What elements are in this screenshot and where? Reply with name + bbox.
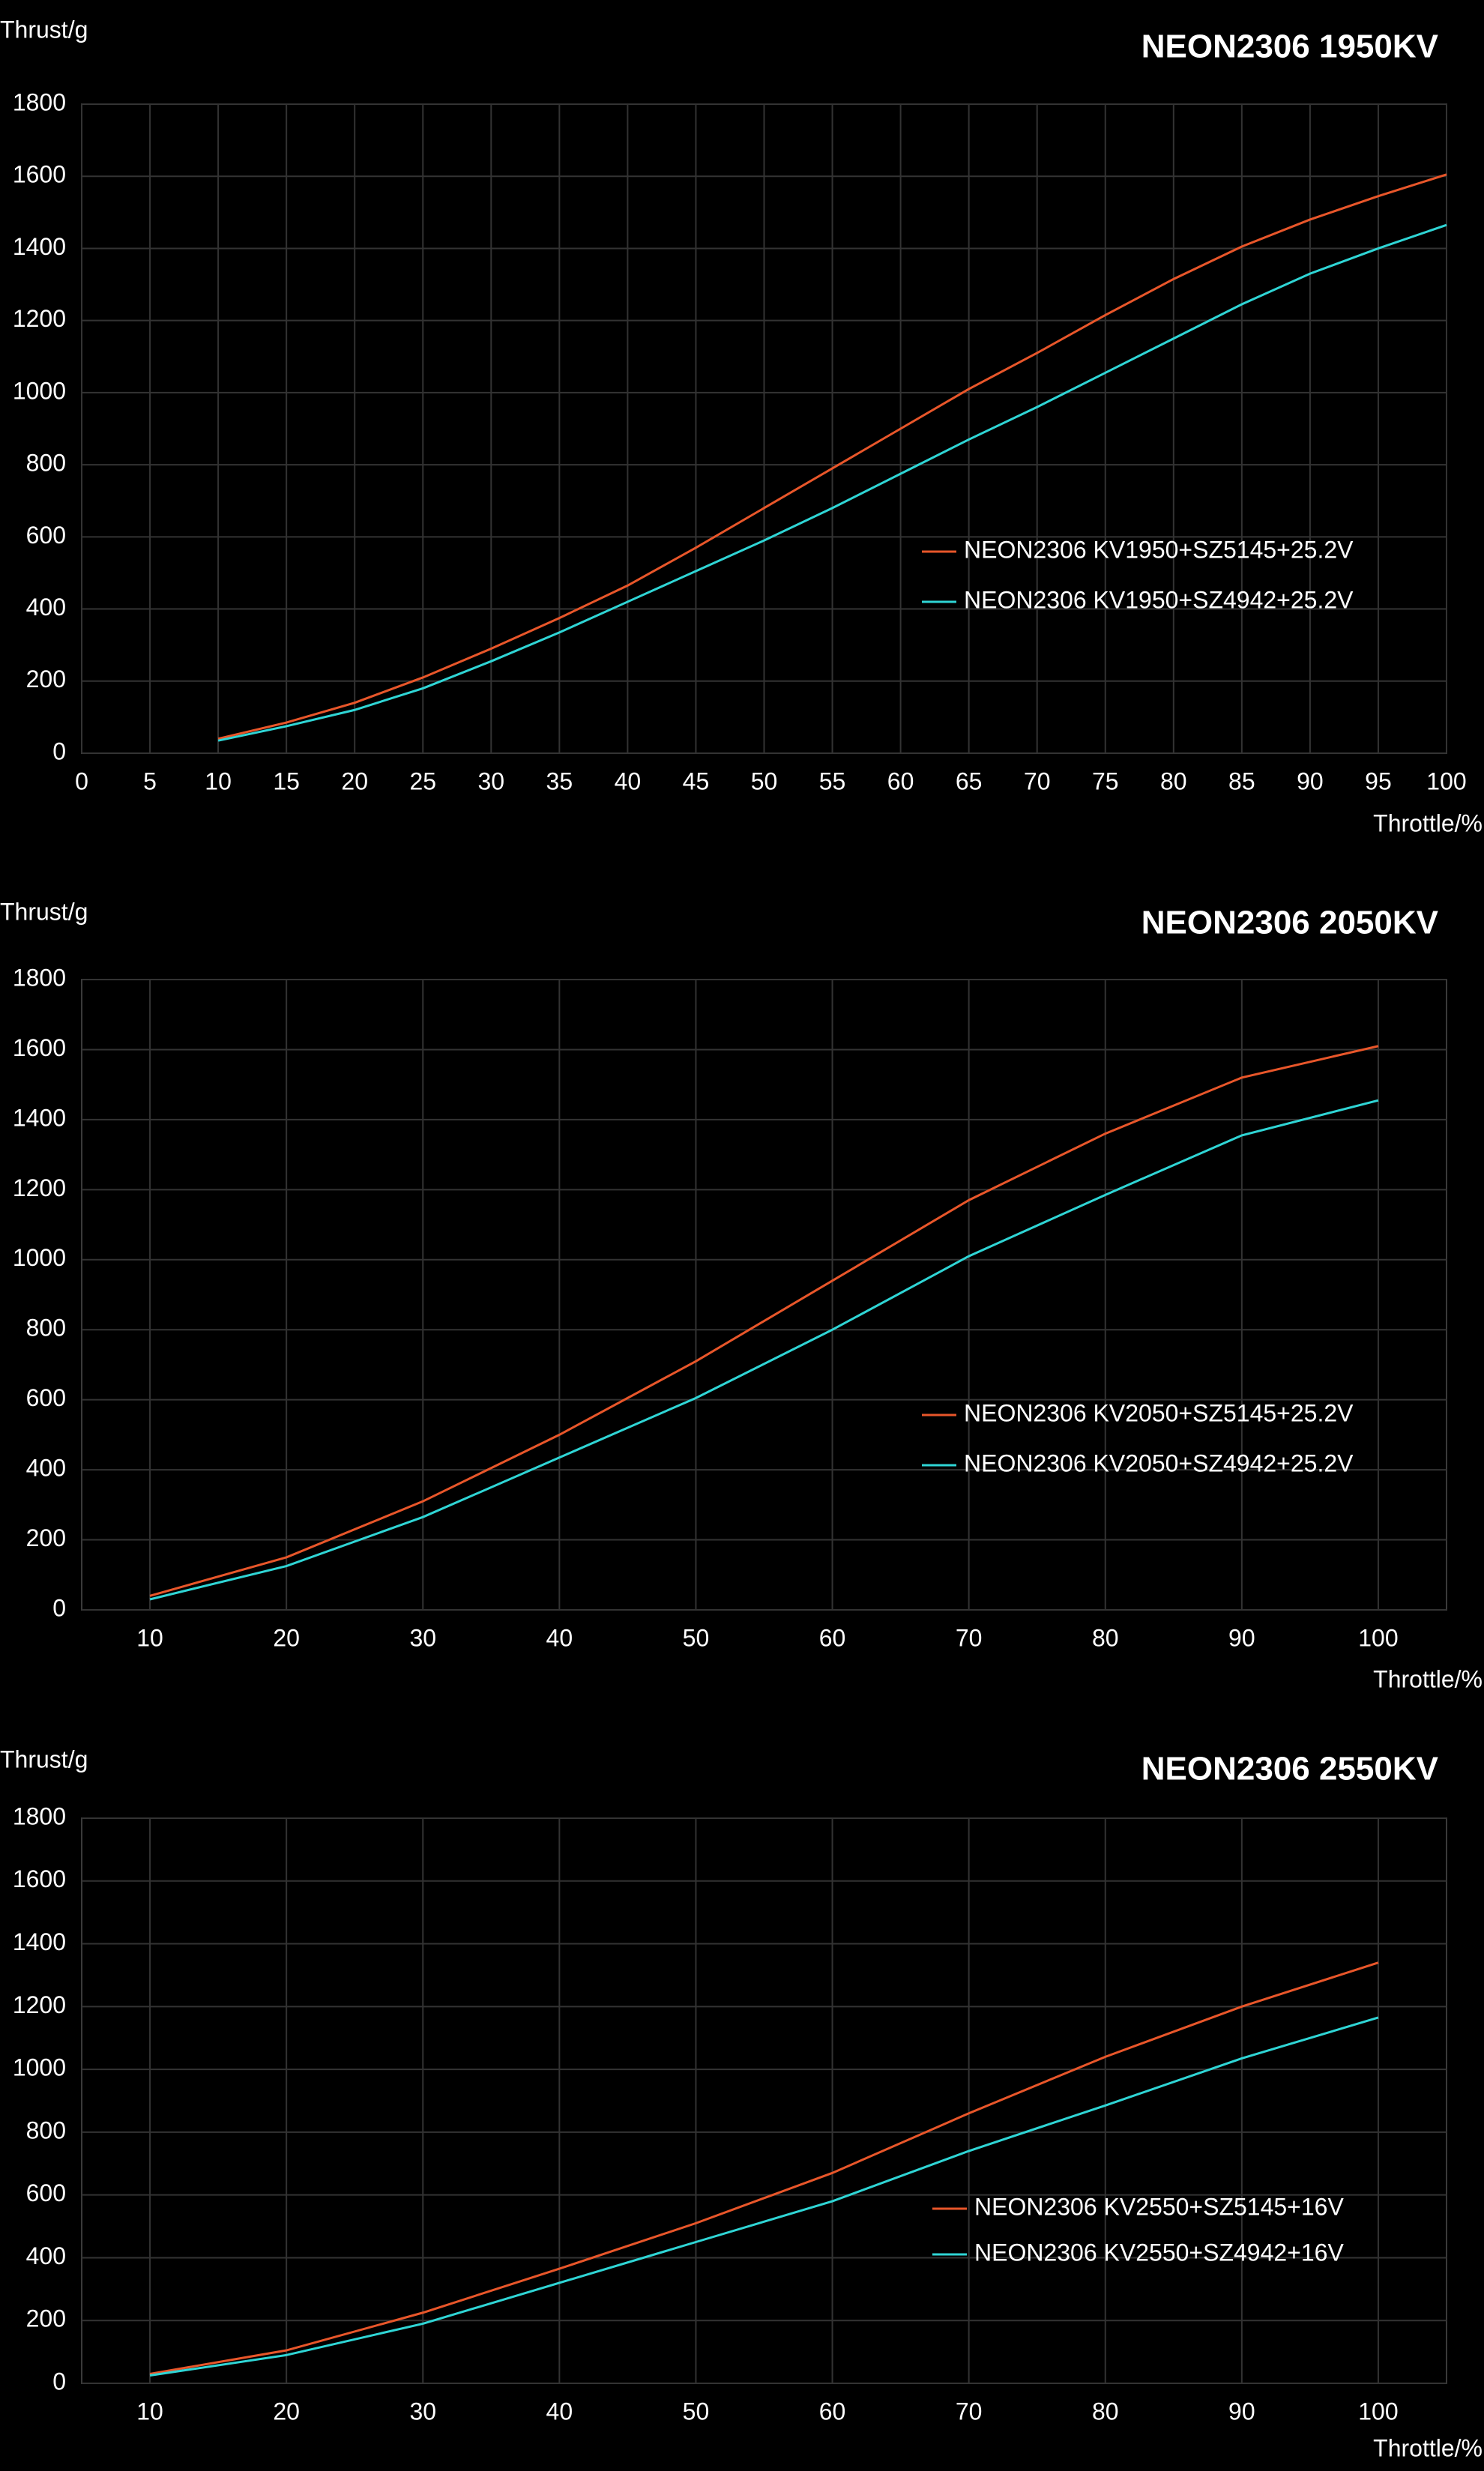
chart-title: NEON2306 2050KV xyxy=(1141,905,1439,941)
x-tick-label: 60 xyxy=(887,767,914,794)
y-tick-label: 200 xyxy=(26,1524,66,1551)
x-axis-label: Throttle/% xyxy=(1373,1665,1483,1692)
y-tick-label: 1600 xyxy=(13,1865,66,1892)
y-tick-label: 200 xyxy=(26,2305,66,2332)
y-tick-label: 1200 xyxy=(13,1174,66,1201)
y-tick-label: 400 xyxy=(26,1455,66,1482)
y-tick-label: 1200 xyxy=(13,1991,66,2018)
y-tick-label: 800 xyxy=(26,450,66,477)
chart: Thrust/g NEON2306 1950KVThrottle/%0200400… xyxy=(0,16,1483,836)
x-tick-label: 0 xyxy=(75,767,88,794)
x-tick-label: 95 xyxy=(1365,767,1392,794)
x-tick-label: 90 xyxy=(1228,2398,1255,2425)
y-tick-label: 1400 xyxy=(13,1104,66,1131)
x-tick-label: 10 xyxy=(136,1624,163,1651)
y-tick-label: 600 xyxy=(26,2179,66,2206)
x-tick-label: 30 xyxy=(409,2398,436,2425)
x-tick-label: 25 xyxy=(409,767,436,794)
x-tick-label: 80 xyxy=(1160,767,1187,794)
x-tick-label: 5 xyxy=(143,767,157,794)
x-tick-label: 70 xyxy=(956,1624,983,1651)
y-tick-label: 1800 xyxy=(13,88,66,115)
y-tick-label: 200 xyxy=(26,666,66,693)
x-tick-label: 60 xyxy=(819,2398,846,2425)
x-tick-label: 20 xyxy=(273,1624,300,1651)
y-tick-label: 800 xyxy=(26,2117,66,2143)
y-tick-label: 1600 xyxy=(13,1034,66,1061)
y-tick-label: 1400 xyxy=(13,1928,66,1955)
x-tick-label: 30 xyxy=(478,767,505,794)
series-line xyxy=(149,1099,1379,1601)
x-tick-label: 10 xyxy=(205,767,232,794)
x-tick-label: 70 xyxy=(1024,767,1051,794)
x-tick-label: 40 xyxy=(546,1624,573,1651)
chart: Thrust/g NEON2306 2050KV Throttle/% 0 200 400… xyxy=(0,898,1483,1692)
x-tick-label: 85 xyxy=(1228,767,1255,794)
x-tick-label: 80 xyxy=(1092,1624,1119,1651)
y-tick-label: 400 xyxy=(26,2242,66,2269)
series-line xyxy=(217,223,1447,742)
series-line xyxy=(149,1045,1379,1597)
y-tick-label: 600 xyxy=(26,522,66,549)
y-tick-label: 1800 xyxy=(13,964,66,991)
y-tick-label: 800 xyxy=(26,1315,66,1342)
y-tick-label: 0 xyxy=(52,2368,66,2395)
chart-title: NEON2306 1950KV xyxy=(1141,28,1439,65)
chart: Thrust/g NEON2306 2550KV Throttle/% 0 200 400… xyxy=(0,1746,1483,2461)
y-tick-label: 1000 xyxy=(13,2054,66,2081)
x-tick-label: 20 xyxy=(273,2398,300,2425)
x-tick-label: 55 xyxy=(819,767,846,794)
series-line xyxy=(217,173,1447,740)
y-tick-label: 600 xyxy=(26,1384,66,1411)
legend-label: NEON2306 KV2550+SZ4942+16V xyxy=(974,2239,1344,2266)
x-tick-label: 100 xyxy=(1358,1624,1398,1651)
y-axis-label: Thrust/g xyxy=(0,16,88,43)
x-tick-label: 100 xyxy=(1426,767,1466,794)
x-tick-label: 100 xyxy=(1358,2398,1398,2425)
y-tick-label: 1000 xyxy=(13,1244,66,1271)
x-tick-label: 20 xyxy=(341,767,368,794)
legend-label: NEON2306 KV2550+SZ5145+16V xyxy=(974,2193,1344,2220)
x-tick-label: 65 xyxy=(956,767,983,794)
series-line xyxy=(149,1961,1379,2375)
x-axis-label: Throttle/% xyxy=(1373,809,1483,836)
y-tick-label: 1600 xyxy=(13,161,66,188)
chart-title: NEON2306 2550KV xyxy=(1141,1751,1439,1787)
legend-label: NEON2306 KV1950+SZ5145+25.2V xyxy=(964,536,1354,563)
x-tick-label: 10 xyxy=(136,2398,163,2425)
x-tick-label: 15 xyxy=(273,767,300,794)
y-axis-label: Thrust/g xyxy=(0,898,88,925)
y-tick-label: 0 xyxy=(52,1594,66,1621)
x-tick-label: 50 xyxy=(683,1624,710,1651)
y-tick-label: 0 xyxy=(52,737,66,764)
legend-label: NEON2306 KV2050+SZ4942+25.2V xyxy=(964,1449,1354,1476)
y-tick-label: 1800 xyxy=(13,1802,66,1829)
y-tick-label: 1200 xyxy=(13,305,66,332)
x-tick-label: 40 xyxy=(546,2398,573,2425)
y-tick-label: 1400 xyxy=(13,233,66,260)
legend-label: NEON2306 KV1950+SZ4942+25.2V xyxy=(964,586,1354,613)
x-tick-label: 90 xyxy=(1297,767,1324,794)
x-tick-label: 30 xyxy=(409,1624,436,1651)
legend-label: NEON2306 KV2050+SZ5145+25.2V xyxy=(964,1399,1354,1426)
x-tick-label: 80 xyxy=(1092,2398,1119,2425)
x-tick-label: 90 xyxy=(1228,1624,1255,1651)
x-tick-label: 40 xyxy=(615,767,642,794)
x-tick-label: 50 xyxy=(683,2398,710,2425)
x-tick-label: 35 xyxy=(546,767,573,794)
x-tick-label: 75 xyxy=(1092,767,1119,794)
x-tick-label: 50 xyxy=(751,767,778,794)
series-line xyxy=(149,2016,1379,2377)
y-axis-label: Thrust/g xyxy=(0,1746,88,1772)
y-tick-label: 400 xyxy=(26,594,66,621)
x-tick-label: 60 xyxy=(819,1624,846,1651)
y-tick-label: 1000 xyxy=(13,377,66,404)
x-tick-label: 70 xyxy=(956,2398,983,2425)
x-axis-label: Throttle/% xyxy=(1373,2434,1483,2461)
x-tick-label: 45 xyxy=(683,767,710,794)
